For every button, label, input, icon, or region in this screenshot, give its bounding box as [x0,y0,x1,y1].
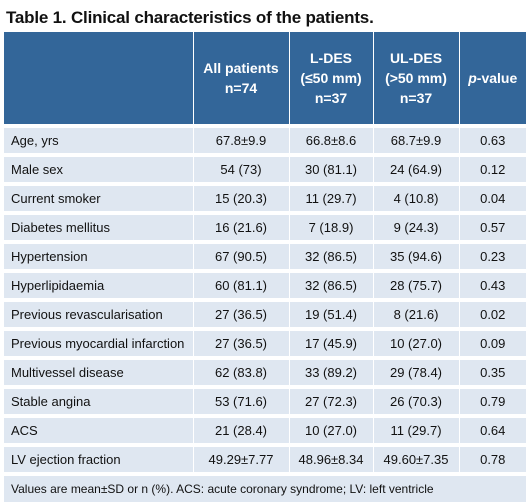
cell-p-value: 0.12 [458,153,526,184]
table-row: Multivessel disease 62 (83.8) 33 (89.2) 29 … [4,356,526,387]
cell-all-patients: 27 (36.5) [192,327,289,358]
document: Table 1. Clinical characteristics of the… [4,0,528,502]
cell-p-value: 0.23 [458,240,526,271]
table-row: Previous revascularisation 27 (36.5) 19 (5… [4,298,526,329]
cell-ul-des: 9 (24.3) [372,211,459,242]
cell-l-des: 7 (18.9) [288,211,373,242]
cell-p-value: 0.79 [458,385,526,416]
cell-p-value: 0.04 [458,182,526,213]
cell-l-des: 10 (27.0) [288,414,373,445]
row-label: Current smoker [4,182,193,213]
header-empty [4,32,193,126]
header-l-des: L-DES (≤50 mm) n=37 [288,32,373,126]
row-label: LV ejection fraction [4,443,193,474]
table-row: Hyperlipidaemia 60 (81.1) 32 (86.5) 28 (75.… [4,269,526,300]
table-body: Age, yrs 67.8±9.9 66.8±8.6 68.7±9.9 0.63 Male… [4,124,526,474]
cell-p-value: 0.64 [458,414,526,445]
header-ul-des-label: UL-DES [389,50,443,66]
cell-p-value: 0.78 [458,443,526,474]
cell-l-des: 11 (29.7) [288,182,373,213]
row-label: Multivessel disease [4,356,193,387]
table-row: LV ejection fraction 49.29±7.77 48.96±8.34… [4,443,526,474]
table-row: Hypertension 67 (90.5) 32 (86.5) 35 (94.6) 0… [4,240,526,271]
cell-p-value: 0.63 [458,124,526,155]
header-row: All patients n=74 L-DES (≤50 mm) n=37 UL… [4,32,526,126]
header-l-des-n: n=37 [314,90,348,106]
cell-p-value: 0.43 [458,269,526,300]
clinical-characteristics-table: All patients n=74 L-DES (≤50 mm) n=37 UL… [4,32,526,502]
row-label: Diabetes mellitus [4,211,193,242]
cell-all-patients: 27 (36.5) [192,298,289,329]
header-p-value: p-value [458,32,526,126]
row-label: Stable angina [4,385,193,416]
table-row: ACS 21 (28.4) 10 (27.0) 11 (29.7) 0.64 [4,414,526,445]
row-label: Hypertension [4,240,193,271]
header-all-patients-label: All patients [203,60,279,76]
row-label: Hyperlipidaemia [4,269,193,300]
row-label: Male sex [4,153,193,184]
cell-all-patients: 67 (90.5) [192,240,289,271]
table-row: Previous myocardial infarction 27 (36.5) 1… [4,327,526,358]
cell-ul-des: 49.60±7.35 [372,443,459,474]
header-p-rest: -value [476,70,518,86]
cell-all-patients: 15 (20.3) [192,182,289,213]
table-row: Male sex 54 (73) 30 (81.1) 24 (64.9) 0.12 [4,153,526,184]
table-title: Table 1. Clinical characteristics of the… [6,8,374,27]
cell-ul-des: 28 (75.7) [372,269,459,300]
header-ul-des-n: n=37 [399,90,433,106]
cell-ul-des: 8 (21.6) [372,298,459,329]
cell-all-patients: 60 (81.1) [192,269,289,300]
header-all-patients-n: n=74 [224,80,258,96]
row-label: ACS [4,414,193,445]
cell-p-value: 0.02 [458,298,526,329]
cell-ul-des: 68.7±9.9 [372,124,459,155]
header-l-des-range: (≤50 mm) [300,70,362,86]
cell-all-patients: 49.29±7.77 [192,443,289,474]
cell-l-des: 32 (86.5) [288,240,373,271]
table-row: Stable angina 53 (71.6) 27 (72.3) 26 (70.3)… [4,385,526,416]
cell-all-patients: 54 (73) [192,153,289,184]
cell-ul-des: 11 (29.7) [372,414,459,445]
cell-ul-des: 10 (27.0) [372,327,459,358]
cell-all-patients: 53 (71.6) [192,385,289,416]
footnote: Values are mean±SD or n (%). ACS: acute … [4,472,526,502]
cell-all-patients: 21 (28.4) [192,414,289,445]
table-row: Age, yrs 67.8±9.9 66.8±8.6 68.7±9.9 0.63 [4,124,526,155]
cell-p-value: 0.35 [458,356,526,387]
cell-l-des: 27 (72.3) [288,385,373,416]
cell-l-des: 32 (86.5) [288,269,373,300]
cell-p-value: 0.57 [458,211,526,242]
row-label: Previous myocardial infarction [4,327,193,358]
cell-l-des: 33 (89.2) [288,356,373,387]
cell-l-des: 48.96±8.34 [288,443,373,474]
cell-l-des: 19 (51.4) [288,298,373,329]
cell-all-patients: 16 (21.6) [192,211,289,242]
cell-ul-des: 24 (64.9) [372,153,459,184]
cell-ul-des: 35 (94.6) [372,240,459,271]
header-p-italic: p [468,70,477,86]
cell-all-patients: 67.8±9.9 [192,124,289,155]
footnote-row: Values are mean±SD or n (%). ACS: acute … [4,472,526,502]
cell-l-des: 30 (81.1) [288,153,373,184]
cell-l-des: 66.8±8.6 [288,124,373,155]
table-row: Current smoker 15 (20.3) 11 (29.7) 4 (10.8)… [4,182,526,213]
row-label: Previous revascularisation [4,298,193,329]
cell-ul-des: 4 (10.8) [372,182,459,213]
cell-all-patients: 62 (83.8) [192,356,289,387]
header-ul-des: UL-DES (>50 mm) n=37 [372,32,459,126]
table-row: Diabetes mellitus 16 (21.6) 7 (18.9) 9 (24.… [4,211,526,242]
header-l-des-label: L-DES [310,50,352,66]
cell-ul-des: 29 (78.4) [372,356,459,387]
cell-l-des: 17 (45.9) [288,327,373,358]
header-all-patients: All patients n=74 [192,32,289,126]
cell-ul-des: 26 (70.3) [372,385,459,416]
row-label: Age, yrs [4,124,193,155]
header-ul-des-range: (>50 mm) [385,70,447,86]
cell-p-value: 0.09 [458,327,526,358]
